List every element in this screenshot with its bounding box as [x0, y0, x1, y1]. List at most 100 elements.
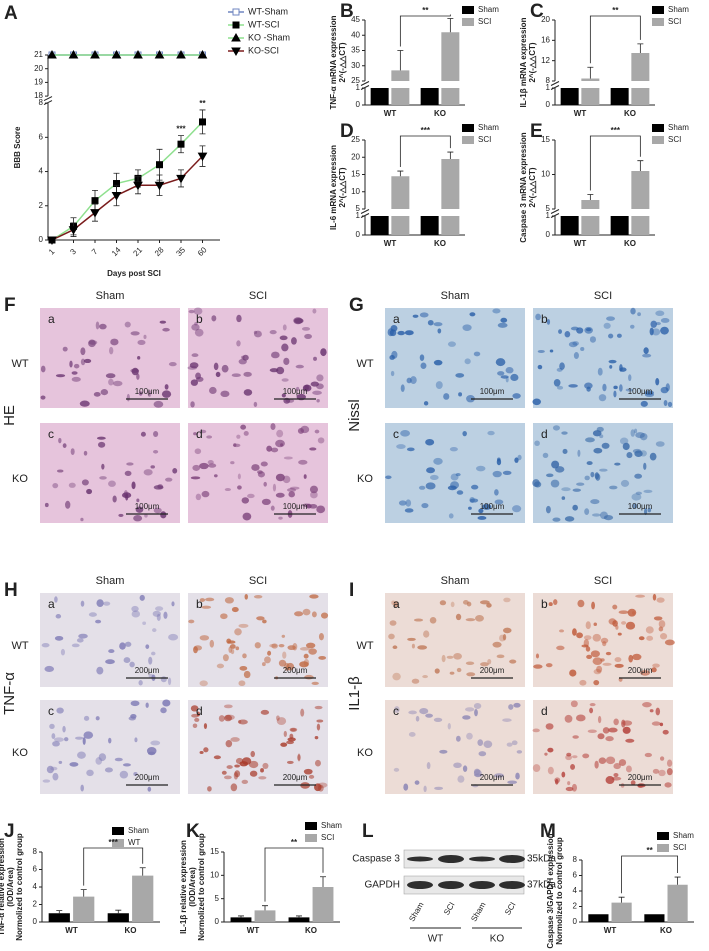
cell — [135, 506, 144, 513]
cell — [314, 429, 320, 434]
cell — [280, 742, 288, 747]
error-bar — [80, 889, 87, 897]
cell — [105, 373, 116, 379]
cell — [392, 645, 398, 650]
cell — [565, 754, 573, 761]
cell — [455, 373, 465, 378]
cell — [316, 719, 324, 723]
cell — [159, 320, 167, 324]
cell — [242, 653, 247, 659]
cell — [108, 649, 115, 654]
cell — [664, 782, 672, 788]
tile-letter: c — [393, 704, 399, 718]
cell — [253, 330, 258, 334]
cell — [403, 783, 409, 791]
panel-letter: K — [186, 821, 200, 842]
cell — [419, 707, 429, 715]
cell — [650, 320, 657, 328]
legend-label: Sham — [478, 123, 499, 132]
cell — [305, 642, 316, 649]
cell — [556, 645, 565, 651]
y-axis-label: Normolized to control group — [197, 833, 206, 941]
cell — [537, 349, 545, 353]
significance-bracket — [264, 847, 324, 902]
cell — [572, 735, 579, 739]
cell — [465, 618, 476, 622]
cell — [415, 715, 420, 722]
cell — [303, 768, 313, 775]
cell — [642, 702, 652, 708]
scale-label: 200μm — [135, 773, 160, 782]
significance-bracket — [589, 15, 641, 64]
cell — [130, 700, 140, 707]
x-axis-label: Days post SCI — [107, 269, 161, 278]
marker — [232, 21, 240, 29]
cell — [609, 365, 613, 369]
marker — [176, 174, 186, 184]
cell — [270, 423, 276, 430]
legend-swatch — [657, 844, 669, 852]
y-axis-label: Normolized to control group — [15, 833, 24, 941]
cell — [60, 648, 66, 656]
cell — [131, 605, 139, 613]
cell — [400, 384, 405, 392]
marker — [176, 49, 186, 59]
scale-label: 100μm — [283, 387, 308, 396]
cell — [309, 504, 318, 509]
x-tick-label: 1 — [47, 247, 57, 257]
cell — [41, 642, 50, 648]
marker — [68, 226, 79, 235]
cell — [80, 784, 84, 792]
bar — [610, 88, 629, 105]
cell — [118, 513, 124, 517]
micrograph — [533, 423, 673, 523]
cell — [503, 627, 512, 634]
tile-letter: b — [541, 312, 548, 326]
row-label: KO — [357, 747, 373, 759]
y-axis-label: IL-6 mRNA expression — [329, 145, 338, 230]
cell — [58, 437, 62, 444]
cell — [55, 614, 62, 619]
x-tick-label: KO — [305, 926, 317, 935]
bar — [644, 914, 665, 922]
cell — [505, 367, 514, 374]
cell — [652, 663, 660, 668]
cell — [230, 783, 238, 792]
cell — [239, 665, 248, 671]
cell — [44, 665, 55, 673]
cell — [192, 723, 198, 729]
y-tick-label: 4 — [573, 886, 578, 895]
cell — [104, 767, 113, 773]
y-axis-label: Normolized to control group — [555, 837, 564, 945]
y-tick-label: 30 — [351, 61, 360, 70]
legend-label: Sham — [128, 826, 149, 835]
panel-letter: G — [349, 295, 364, 316]
significance: ** — [291, 838, 298, 847]
panel-letter: E — [530, 121, 543, 142]
cell — [397, 330, 405, 336]
cell — [465, 661, 475, 665]
y-tick-label: 5 — [546, 204, 551, 213]
micrograph — [40, 308, 180, 408]
marker — [154, 49, 165, 59]
cell — [203, 747, 209, 753]
y-tick-label: 15 — [351, 170, 360, 179]
cell — [224, 714, 232, 722]
cell — [288, 491, 296, 498]
cell — [605, 651, 612, 656]
x-tick-label: KO — [434, 109, 446, 118]
cell — [547, 747, 554, 753]
cell — [510, 373, 519, 381]
x-tick-label: WT — [574, 239, 587, 248]
cell — [593, 680, 600, 686]
cell — [82, 737, 86, 745]
bar — [230, 917, 252, 922]
cell — [264, 656, 271, 664]
cell — [423, 630, 430, 638]
y-tick-label: 1 — [546, 83, 551, 92]
cell — [406, 447, 415, 452]
cell — [555, 466, 565, 473]
cell — [78, 633, 88, 639]
panel-letter: A — [4, 3, 18, 24]
cell — [590, 650, 600, 658]
